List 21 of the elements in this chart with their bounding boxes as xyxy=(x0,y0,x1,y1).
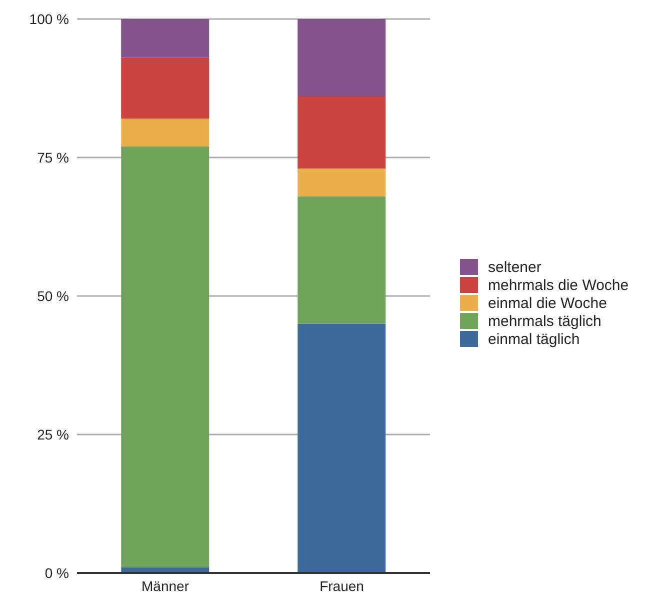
legend-label: seltener xyxy=(488,258,542,276)
bar xyxy=(298,96,386,169)
bar xyxy=(121,146,210,568)
legend-label: einmal die Woche xyxy=(488,294,607,312)
bar xyxy=(298,196,386,324)
legend-label: mehrmals die Woche xyxy=(488,276,629,294)
bar xyxy=(121,19,210,58)
bar xyxy=(298,19,386,97)
bar xyxy=(121,118,210,146)
y-tick-label: 50 % xyxy=(37,288,69,304)
y-tick-label: 100 % xyxy=(29,10,69,27)
y-tick-label: 0 % xyxy=(44,564,69,581)
legend-label: einmal täglich xyxy=(488,330,580,348)
bar xyxy=(121,58,210,119)
bar xyxy=(298,324,386,573)
legend-label: mehrmals täglich xyxy=(488,312,602,330)
x-tick-label: Männer xyxy=(142,578,190,594)
y-tick-label: 75 % xyxy=(37,149,69,166)
bar xyxy=(298,168,386,196)
y-tick-label: 25 % xyxy=(37,426,69,442)
x-tick-label: Frauen xyxy=(320,578,364,594)
